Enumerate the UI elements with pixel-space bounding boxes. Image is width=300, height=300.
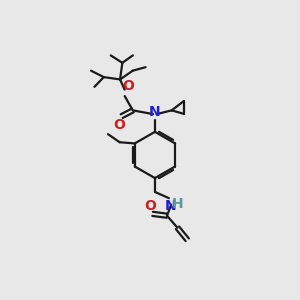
- Text: O: O: [144, 199, 156, 213]
- Text: N: N: [149, 105, 161, 119]
- Text: O: O: [113, 118, 125, 132]
- Text: H: H: [172, 197, 184, 211]
- Text: O: O: [122, 79, 134, 93]
- Text: N: N: [165, 199, 176, 213]
